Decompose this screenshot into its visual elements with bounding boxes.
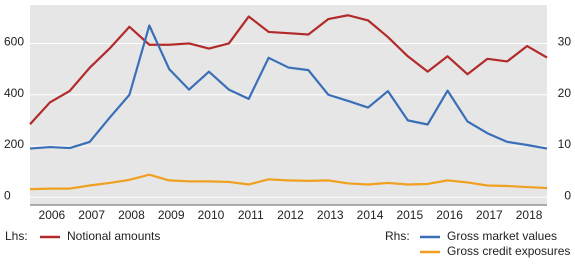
x-tick-label: 2013: [317, 208, 344, 222]
y-tick-label: 0: [4, 188, 11, 202]
series-line: [29, 173, 548, 191]
x-tick-label: 2014: [357, 208, 384, 222]
x-tick-label: 2010: [198, 208, 225, 222]
x-tick-label: 2008: [118, 208, 145, 222]
legend-label: Gross credit exposures: [447, 244, 570, 258]
x-tick-label: 2009: [158, 208, 185, 222]
legend-label: Gross market values: [447, 229, 557, 243]
series-line: [29, 14, 548, 125]
y2-tick-label: 20: [558, 86, 572, 100]
y2-tick-label: 10: [558, 137, 572, 151]
legend-rhs: Rhs:: [385, 229, 410, 243]
legend-label: Notional amounts: [67, 229, 160, 243]
x-tick-label: 2011: [238, 208, 264, 222]
x-tick-label: 2007: [78, 208, 105, 222]
series-line: [29, 24, 548, 150]
y2-tick-label: 30: [558, 35, 572, 49]
y-tick-label: 200: [4, 137, 24, 151]
y-tick-label: 400: [4, 86, 24, 100]
x-tick-label: 2012: [277, 208, 304, 222]
x-tick-label: 2017: [476, 208, 503, 222]
x-tick-label: 2016: [436, 208, 463, 222]
x-tick-label: 2006: [39, 208, 66, 222]
legend-lhs: Lhs:: [5, 229, 28, 243]
x-tick-label: 2018: [516, 208, 543, 222]
plot-background: [30, 5, 547, 205]
y2-tick-label: 0: [564, 188, 571, 202]
x-tick-label: 2015: [396, 208, 423, 222]
y-tick-label: 600: [4, 35, 24, 49]
